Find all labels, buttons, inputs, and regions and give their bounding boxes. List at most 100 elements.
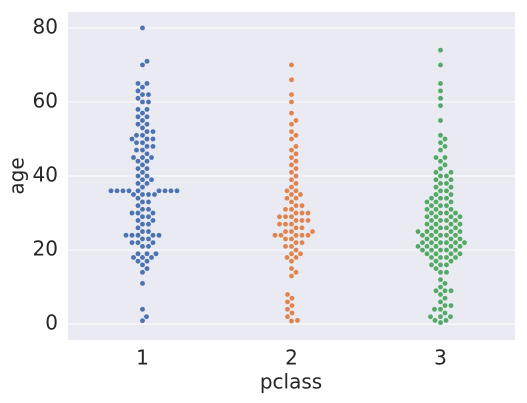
dot	[433, 228, 439, 235]
dot	[437, 254, 444, 261]
dot	[428, 202, 435, 209]
dot	[150, 210, 156, 216]
dot	[288, 258, 295, 264]
dot	[139, 243, 146, 250]
dot	[443, 269, 450, 276]
dot	[305, 232, 311, 238]
dot	[284, 254, 290, 261]
dot	[428, 232, 435, 238]
dot	[139, 262, 146, 268]
dot	[437, 239, 444, 246]
dot	[139, 132, 146, 139]
dot	[135, 250, 141, 257]
dot	[135, 80, 141, 87]
dot	[144, 106, 150, 113]
dot	[139, 162, 146, 168]
dot	[437, 173, 444, 179]
dot	[448, 228, 454, 235]
dot	[288, 121, 295, 127]
dot	[150, 217, 156, 224]
dot	[293, 188, 299, 194]
dot	[437, 102, 444, 109]
dot	[433, 199, 439, 205]
dot	[288, 169, 295, 176]
dot	[432, 317, 438, 324]
dot	[437, 306, 444, 313]
dot	[448, 221, 454, 227]
dot	[289, 310, 295, 316]
dot	[135, 232, 141, 238]
dot	[144, 265, 150, 272]
dot	[139, 317, 146, 324]
dot	[145, 236, 152, 242]
dot	[145, 221, 152, 227]
dot	[305, 217, 311, 224]
dot	[288, 147, 295, 153]
dot	[293, 165, 299, 172]
dot	[150, 128, 156, 135]
dot	[135, 180, 141, 187]
dot	[276, 221, 283, 227]
dot	[288, 191, 295, 198]
dot	[457, 236, 463, 242]
dot	[448, 258, 454, 264]
dot	[443, 239, 450, 246]
dot	[135, 88, 141, 94]
dot	[289, 295, 295, 301]
dot	[130, 191, 137, 198]
dot	[447, 313, 454, 320]
dot	[443, 188, 450, 194]
dot	[135, 210, 141, 216]
dot	[282, 243, 289, 250]
dot	[135, 188, 141, 194]
dot	[289, 302, 295, 309]
dot	[433, 213, 439, 220]
dot	[293, 173, 299, 179]
dot	[437, 80, 444, 87]
dot	[299, 210, 305, 216]
dot	[437, 165, 444, 172]
dot	[148, 254, 155, 261]
dot	[442, 288, 448, 294]
dot	[431, 306, 438, 313]
dot	[139, 154, 146, 161]
dot	[293, 225, 299, 231]
dot	[442, 162, 448, 168]
dot	[448, 206, 454, 213]
dot	[448, 302, 454, 309]
dot	[293, 217, 299, 224]
dot	[428, 195, 435, 201]
dot	[424, 236, 430, 242]
dot	[428, 217, 435, 224]
dot	[139, 110, 146, 116]
dot	[452, 254, 459, 261]
dot	[129, 239, 135, 246]
dot	[168, 188, 174, 194]
dot	[448, 184, 454, 190]
dot	[135, 165, 141, 172]
dot	[424, 213, 430, 220]
dot	[457, 250, 463, 257]
dot	[130, 154, 137, 161]
dot	[135, 258, 141, 264]
dot	[133, 147, 140, 153]
dot	[448, 236, 454, 242]
dot	[144, 158, 150, 164]
dot	[448, 176, 454, 183]
dot	[288, 250, 295, 257]
dot	[135, 106, 141, 113]
dot	[442, 136, 448, 142]
dot	[144, 128, 150, 135]
dot	[299, 202, 305, 209]
dot	[145, 243, 152, 250]
dot	[139, 254, 146, 261]
dot	[293, 132, 299, 139]
dot	[448, 243, 454, 250]
dot	[139, 184, 146, 190]
dot	[437, 195, 444, 201]
dot	[139, 25, 146, 31]
dot	[139, 125, 146, 131]
dot	[288, 206, 295, 213]
dot	[143, 313, 150, 320]
dot	[415, 228, 421, 235]
